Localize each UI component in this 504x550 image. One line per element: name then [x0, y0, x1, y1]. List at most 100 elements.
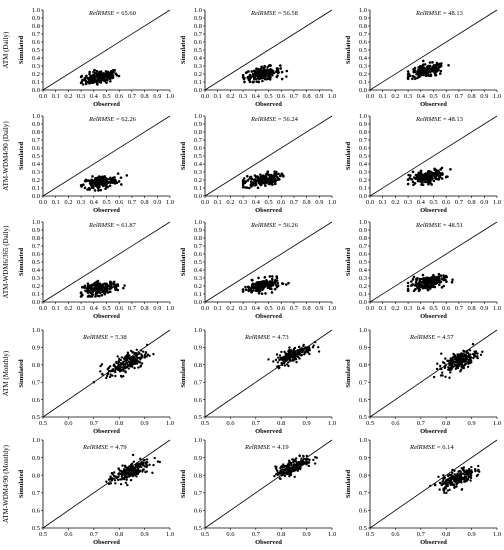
y-tick-label: 0.6: [194, 508, 203, 515]
x-tick-label: 0.3: [77, 305, 85, 312]
y-tick-label: 0.7: [359, 137, 368, 144]
y-tick-label: 0.5: [194, 47, 202, 54]
y-tick-label: 0.0: [32, 87, 40, 94]
data-point: [297, 350, 300, 353]
x-tick-label: 1.0: [328, 531, 336, 538]
data-point: [444, 364, 447, 367]
one-to-one-line: [369, 9, 498, 91]
data-point: [277, 364, 280, 368]
data-point: [287, 361, 290, 364]
data-point: [288, 474, 291, 478]
data-point: [248, 186, 251, 190]
y-tick-label: 0.7: [32, 243, 41, 250]
data-point: [439, 274, 443, 277]
scatter-panel: 0.00.00.10.10.20.20.30.30.40.40.50.50.60…: [180, 7, 336, 108]
data-point: [272, 177, 276, 181]
data-point: [255, 67, 258, 71]
data-point: [100, 181, 104, 184]
data-point: [94, 180, 98, 184]
data-point: [99, 188, 103, 192]
x-tick-label: 0.9: [141, 531, 149, 538]
data-point: [257, 292, 261, 295]
data-point: [145, 460, 148, 464]
y-tick-label: 0.3: [194, 63, 202, 70]
data-point: [112, 280, 116, 284]
data-point: [280, 70, 284, 74]
data-point: [305, 463, 308, 466]
y-tick-label: 0.6: [32, 145, 41, 152]
data-point: [121, 464, 124, 467]
data-point: [94, 283, 97, 287]
y-tick-label: 0.7: [194, 31, 203, 38]
y-tick-label: 0.5: [32, 47, 40, 54]
data-point: [125, 476, 128, 479]
data-point: [456, 481, 459, 484]
data-point: [280, 77, 284, 81]
data-point: [116, 355, 119, 358]
data-point: [261, 288, 264, 292]
data-point: [289, 349, 292, 352]
data-point: [268, 174, 272, 177]
data-point: [427, 68, 430, 72]
data-point: [140, 349, 143, 352]
data-point: [437, 63, 441, 66]
data-point: [442, 480, 446, 484]
data-point: [257, 80, 261, 84]
data-point: [101, 73, 105, 76]
y-tick-label: 0.1: [194, 291, 202, 298]
data-point: [467, 358, 471, 362]
data-point: [126, 355, 129, 358]
y-tick-label: 0.0: [359, 193, 367, 200]
x-tick-label: 1.0: [493, 305, 501, 312]
x-tick-label: 0.6: [277, 305, 286, 312]
data-point: [89, 78, 93, 81]
y-tick-label: 0.2: [32, 283, 40, 290]
data-point: [449, 167, 452, 171]
data-point: [263, 77, 267, 81]
data-point: [278, 358, 281, 362]
data-point: [112, 282, 115, 286]
data-point: [449, 480, 453, 483]
data-point: [426, 178, 429, 182]
x-axis-label: Observed: [255, 313, 282, 320]
y-tick-label: 1.0: [194, 219, 202, 226]
data-point: [262, 175, 266, 178]
data-point: [283, 350, 286, 353]
y-tick-label: 0.6: [194, 397, 203, 404]
data-point: [449, 357, 452, 360]
x-tick-label: 0.3: [404, 305, 412, 312]
data-point: [312, 344, 315, 347]
data-point: [300, 347, 304, 350]
data-point: [433, 484, 437, 487]
y-tick-label: 0.9: [32, 455, 40, 462]
data-point: [406, 284, 410, 288]
x-tick-label: 0.5: [366, 420, 374, 427]
data-point: [277, 356, 280, 359]
y-tick-label: 0.5: [194, 525, 202, 532]
data-point: [432, 179, 436, 183]
data-point: [97, 189, 100, 192]
data-point: [307, 346, 310, 349]
row-label: ATM-WDM6/365 (Daily): [2, 225, 10, 299]
data-point: [433, 175, 437, 178]
x-tick-label: 0.6: [226, 420, 235, 427]
x-tick-label: 0.5: [102, 305, 110, 312]
data-point: [468, 349, 472, 352]
data-point: [299, 466, 302, 470]
y-tick-label: 0.3: [194, 275, 202, 282]
data-point: [252, 69, 256, 73]
data-point: [297, 355, 300, 359]
data-point: [444, 482, 448, 485]
relrmse-annotation: RelRMSE = 65.60: [88, 10, 136, 17]
data-point: [469, 479, 472, 482]
data-point: [424, 73, 428, 77]
data-point: [416, 76, 419, 80]
x-tick-label: 0.0: [201, 199, 209, 206]
y-tick-label: 0.5: [359, 259, 367, 266]
data-point: [113, 471, 116, 474]
x-tick-label: 0.9: [480, 93, 488, 100]
data-point: [275, 353, 279, 356]
data-point: [412, 275, 416, 279]
data-point: [438, 171, 441, 175]
data-point: [117, 360, 120, 363]
